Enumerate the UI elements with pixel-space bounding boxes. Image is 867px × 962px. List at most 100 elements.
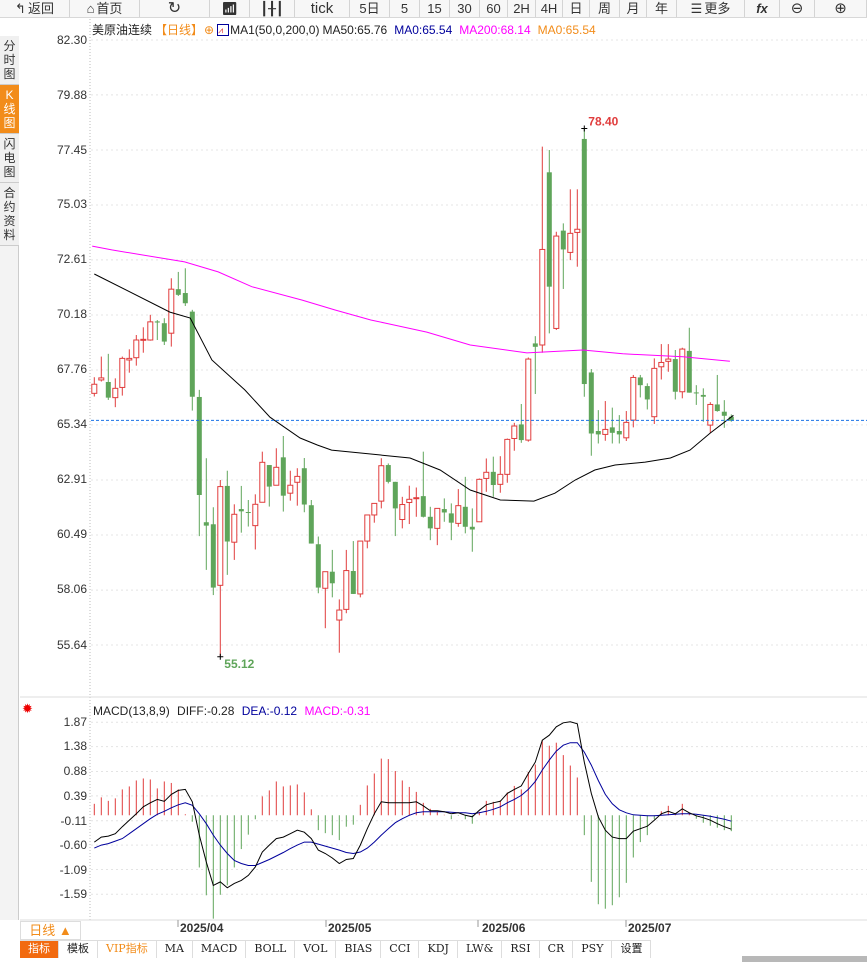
ma200-value: MA200:68.14 bbox=[459, 22, 531, 37]
zoom-in-button[interactable]: ⊕ bbox=[815, 0, 867, 17]
candle-body bbox=[616, 431, 622, 435]
candle-body bbox=[420, 496, 426, 517]
indicator-tab[interactable]: BIAS bbox=[336, 941, 382, 958]
indicator-chart-button[interactable]: 📶︎ bbox=[210, 0, 250, 17]
period-5day-button[interactable]: 5日 bbox=[350, 0, 390, 17]
indicator-tab[interactable]: RSI bbox=[502, 941, 540, 958]
date-tick-label: 2025/05 bbox=[328, 921, 372, 935]
candle-body bbox=[231, 513, 238, 543]
more-button[interactable]: ☰ 更多 bbox=[677, 0, 745, 17]
candle-body bbox=[308, 505, 314, 544]
chart-header: 美原油连续 【日线】 ⊕ ⩘ MA1(50,0,200,0) MA50:65.7… bbox=[92, 21, 599, 38]
macd-tick-label: -0.60 bbox=[59, 838, 87, 852]
candle-body bbox=[581, 138, 587, 385]
indicator-tab[interactable]: VIP指标 bbox=[98, 941, 157, 958]
menu-icon: ☰ bbox=[690, 1, 703, 16]
candle-body bbox=[539, 248, 546, 346]
candlestick-button[interactable]: ┃╂┃ bbox=[250, 0, 295, 17]
period-30min-button[interactable]: 30 bbox=[450, 0, 480, 17]
indicator-settings-icon[interactable]: ⊕ bbox=[204, 22, 215, 37]
home-icon: ⌂ bbox=[86, 1, 95, 16]
indicator-tab[interactable]: 设置 bbox=[612, 941, 652, 958]
candle-body bbox=[623, 421, 630, 439]
home-button[interactable]: ⌂ 首页 bbox=[70, 0, 140, 17]
macd-tick-label: -1.09 bbox=[59, 863, 87, 877]
candle-body bbox=[98, 377, 105, 381]
period-week-button[interactable]: 周 bbox=[590, 0, 620, 17]
candle-body bbox=[280, 457, 286, 496]
candle-body bbox=[168, 288, 175, 334]
indicator-tab[interactable]: 指标 bbox=[20, 941, 59, 958]
candle-body bbox=[315, 544, 321, 588]
candle-body bbox=[350, 571, 356, 594]
candle-body bbox=[140, 338, 147, 341]
candle-body bbox=[329, 571, 335, 584]
macd-settings-icon[interactable]: ✹ bbox=[22, 701, 33, 716]
candle-body bbox=[126, 357, 133, 361]
back-button[interactable]: ↰ 返回 bbox=[0, 0, 70, 17]
candle-body bbox=[630, 376, 637, 421]
macd-value: MACD:-0.31 bbox=[304, 704, 371, 718]
period-month-button[interactable]: 月 bbox=[620, 0, 647, 17]
tab-contract-info[interactable]: 合约资料 bbox=[0, 183, 19, 246]
period-day-button[interactable]: 日 bbox=[563, 0, 590, 17]
indicator-tab[interactable]: PSY bbox=[573, 941, 613, 958]
formula-button[interactable]: fx bbox=[745, 0, 780, 17]
candle-body bbox=[504, 438, 511, 475]
zoom-in-icon: ⊕ bbox=[834, 0, 847, 17]
period-60min-button[interactable]: 60 bbox=[480, 0, 508, 17]
period-15min-button[interactable]: 15 bbox=[420, 0, 450, 17]
zoom-out-button[interactable]: ⊖ bbox=[780, 0, 815, 17]
tab-timeshare[interactable]: 分时图 bbox=[0, 36, 19, 85]
tab-flash[interactable]: 闪电图 bbox=[0, 134, 19, 183]
indicator-tab[interactable]: MA bbox=[156, 941, 193, 958]
refresh-button[interactable]: ↻ bbox=[140, 0, 210, 17]
candle-body bbox=[595, 431, 601, 435]
candle-body bbox=[322, 571, 329, 589]
candle-body bbox=[490, 471, 496, 486]
indicator-tab[interactable]: VOL bbox=[295, 941, 337, 958]
period-5min-button[interactable]: 5 bbox=[390, 0, 420, 17]
indicator-tab[interactable]: KDJ bbox=[419, 941, 458, 958]
tick-button[interactable]: tick bbox=[295, 0, 350, 17]
candle-body bbox=[112, 387, 119, 399]
candle-body bbox=[147, 321, 154, 341]
candle-body bbox=[574, 228, 581, 233]
candle-body bbox=[525, 358, 532, 441]
horizontal-scrollbar[interactable] bbox=[742, 956, 867, 962]
candle-body bbox=[567, 232, 574, 253]
indicator-tab[interactable]: CCI bbox=[381, 941, 420, 958]
candle-body bbox=[182, 293, 188, 304]
indicator-tab[interactable]: BOLL bbox=[246, 941, 296, 958]
candle-body bbox=[357, 540, 364, 595]
ma200-line bbox=[92, 245, 730, 362]
candle-body bbox=[665, 358, 672, 362]
candle-body bbox=[413, 497, 420, 500]
candle-body bbox=[448, 513, 454, 523]
price-tick-label: 60.49 bbox=[56, 527, 87, 541]
candle-body bbox=[154, 321, 160, 323]
indicator-tab[interactable]: LW& bbox=[457, 941, 503, 958]
period-dropdown[interactable]: 日线 ▲ bbox=[20, 921, 81, 940]
low-marker-icon bbox=[217, 653, 224, 660]
period-2h-button[interactable]: 2H bbox=[508, 0, 536, 17]
tab-kline[interactable]: K线图 bbox=[0, 85, 19, 134]
candle-body bbox=[105, 381, 111, 398]
indicator-tab[interactable]: CR bbox=[539, 941, 574, 958]
high-price-label: 78.40 bbox=[588, 115, 618, 129]
period-4h-button[interactable]: 4H bbox=[536, 0, 563, 17]
indicator-tab[interactable]: MACD bbox=[192, 941, 247, 958]
candle-body bbox=[385, 465, 391, 482]
price-tick-label: 62.91 bbox=[56, 472, 87, 486]
ma50-value: MA50:65.76 bbox=[322, 22, 388, 37]
candle-body bbox=[546, 172, 552, 287]
back-label: 返回 bbox=[27, 1, 54, 16]
candle-body bbox=[301, 468, 307, 505]
candle-body bbox=[91, 383, 98, 394]
candle-body bbox=[511, 425, 518, 439]
candle-body bbox=[497, 473, 504, 485]
candle-body bbox=[252, 503, 259, 527]
period-year-button[interactable]: 年 bbox=[647, 0, 677, 17]
candle-body bbox=[707, 403, 714, 426]
indicator-tab[interactable]: 模板 bbox=[59, 941, 98, 958]
